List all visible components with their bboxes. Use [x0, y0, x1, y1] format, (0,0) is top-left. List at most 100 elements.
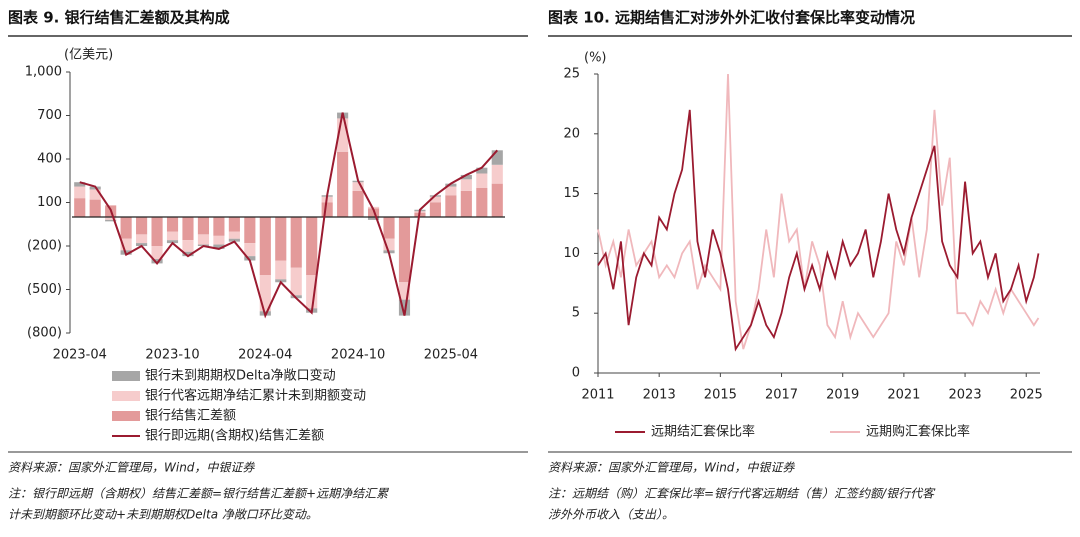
- bar-segment: [306, 275, 318, 309]
- note: 注：银行即远期（含期权）结售汇差额=银行结售汇差额+远期净结汇累: [8, 487, 389, 501]
- y-tick-label: 400: [37, 152, 62, 167]
- bar-segment: [460, 179, 472, 191]
- bar-segment: [89, 189, 101, 200]
- line-series: [597, 73, 1040, 350]
- bar-segment: [151, 217, 163, 246]
- bar-segment: [228, 231, 240, 239]
- bar-segment: [228, 238, 240, 242]
- bar-segment: [275, 217, 287, 261]
- x-tick-label: 2011: [581, 388, 614, 403]
- legend-label: 远期购汇套保比率: [866, 424, 970, 440]
- bar-segment: [367, 206, 380, 209]
- legend-swatch: [112, 371, 140, 381]
- bar-segment: [136, 243, 148, 246]
- bar-segment: [383, 217, 395, 239]
- source: 资料来源：国家外汇管理局，Wind，中银证券: [8, 461, 255, 475]
- legend-label: 银行代客远期净结汇累计未到期额变动: [145, 388, 366, 404]
- x-tick-label: 2024-04: [238, 348, 292, 363]
- bar-segment: [398, 282, 411, 300]
- bar-segment: [151, 246, 163, 260]
- bar-segment: [383, 238, 395, 251]
- x-tick-label: 2013: [643, 388, 676, 403]
- bar-segment: [460, 190, 472, 217]
- bar-segment: [337, 151, 349, 217]
- bar-segment: [429, 196, 441, 203]
- bar-segment: [213, 217, 225, 236]
- legend-label: 银行未到期期权Delta净敞口变动: [145, 368, 336, 384]
- note: 涉外外币收入（支出）。: [548, 508, 674, 522]
- bar-segment: [491, 183, 503, 217]
- bar-segment: [197, 234, 210, 245]
- legend-swatch: [112, 411, 140, 421]
- bar-segment: [74, 186, 86, 199]
- bar-segment: [352, 182, 364, 191]
- bar-segment: [367, 217, 380, 220]
- bar-segment: [476, 173, 488, 188]
- y-tick-label: 25: [563, 67, 580, 82]
- bar-segment: [213, 235, 225, 245]
- bar-segment: [74, 182, 86, 187]
- bar-segment: [445, 195, 457, 217]
- bar-segment: [398, 217, 411, 283]
- legend-label: 银行即远期(含期权)结售汇差额: [145, 428, 324, 444]
- bar-segment: [290, 267, 302, 296]
- y-tick-label: (800): [27, 326, 62, 341]
- bar-segment: [337, 118, 349, 152]
- y-tick-label: 5: [572, 306, 580, 321]
- y-tick-label: 700: [37, 108, 62, 123]
- bar-segment: [290, 295, 302, 299]
- bar-segment: [120, 238, 132, 251]
- x-tick-label: 2023-10: [145, 348, 199, 363]
- x-tick-label: 2017: [765, 388, 798, 403]
- x-tick-label: 2025-04: [424, 348, 478, 363]
- bar-segment: [476, 167, 488, 174]
- bar-segment: [120, 217, 132, 239]
- note: 注：远期结（购）汇套保比率=银行代客远期结（售）汇签约额/银行代客: [548, 487, 936, 501]
- bar-segment: [244, 256, 256, 261]
- bar-segment: [182, 251, 194, 257]
- unit-label: (亿美元): [64, 48, 113, 63]
- bar-segment: [89, 199, 101, 217]
- y-tick-label: 1,000: [25, 65, 62, 80]
- x-tick-label: 2025: [1010, 388, 1043, 403]
- x-tick-label: 2023-04: [53, 348, 107, 363]
- bar-segment: [398, 299, 411, 316]
- bar-segment: [228, 217, 240, 232]
- bar-segment: [136, 234, 148, 244]
- bar-segment: [460, 174, 472, 180]
- bar-segment: [197, 217, 210, 235]
- bar-segment: [445, 183, 457, 187]
- bar-segment: [275, 279, 287, 283]
- bar-segment: [213, 244, 225, 249]
- bar-segment: [74, 198, 86, 217]
- x-tick-label: 2024-10: [331, 348, 385, 363]
- bar-segment: [429, 202, 441, 217]
- bar-segment: [244, 217, 256, 244]
- legend-label: 远期结汇套保比率: [651, 424, 755, 440]
- bar-segment: [244, 243, 256, 257]
- bar-segment: [259, 217, 271, 275]
- y-tick-label: (500): [27, 282, 62, 297]
- legend-label: 银行结售汇差额: [145, 408, 236, 424]
- bar-segment: [491, 150, 503, 165]
- bar-segment: [476, 188, 488, 217]
- bar-segment: [182, 240, 194, 252]
- x-tick-label: 2021: [887, 388, 920, 403]
- bar-segment: [275, 260, 287, 280]
- chart-title: 图表 9. 银行结售汇差额及其构成: [8, 9, 230, 27]
- bar-segment: [166, 231, 179, 241]
- y-tick-label: 15: [563, 186, 580, 201]
- y-tick-label: 0: [572, 366, 580, 381]
- x-tick-label: 2019: [826, 388, 859, 403]
- bar-segment: [105, 217, 117, 220]
- y-tick-label: (200): [27, 239, 62, 254]
- bar-segment: [166, 217, 179, 232]
- x-tick-label: 2015: [704, 388, 737, 403]
- bar-segment: [136, 217, 148, 235]
- x-tick-label: 2023: [949, 388, 982, 403]
- bar-segment: [259, 275, 271, 312]
- bar-segment: [306, 217, 318, 275]
- bar-segment: [151, 259, 163, 264]
- y-tick-label: 100: [37, 195, 62, 210]
